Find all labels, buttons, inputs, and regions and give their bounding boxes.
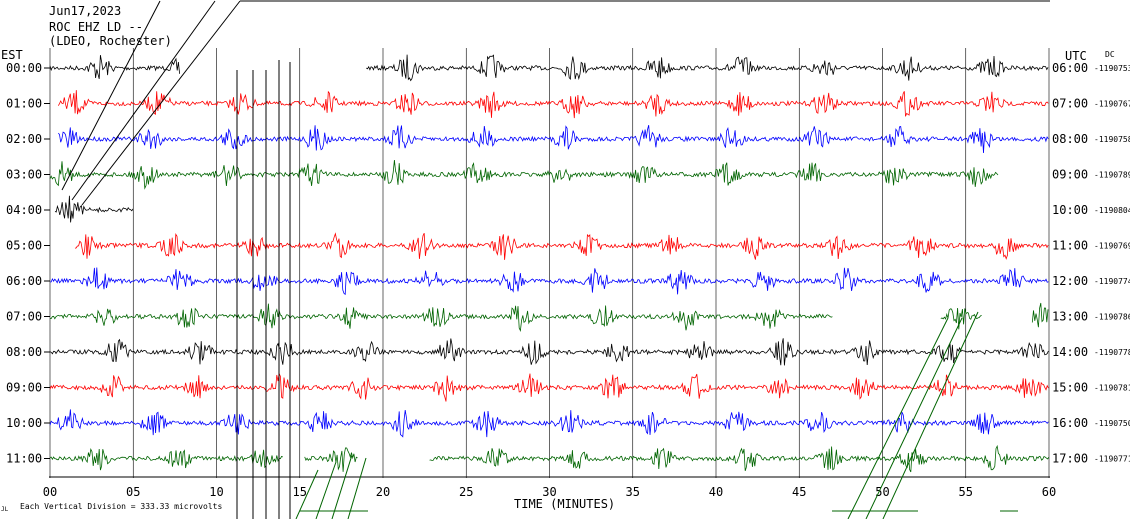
trace-0100 (57, 90, 1049, 119)
overshoot-stroke (347, 457, 367, 519)
trace-0000 (366, 54, 1049, 82)
overshoot-stroke (865, 317, 963, 519)
trace-0700 (49, 303, 833, 333)
header-date: Jun17,2023 (49, 4, 121, 18)
dc-offset: -1190804 (1094, 206, 1130, 215)
est-label: 07:00 (6, 310, 42, 324)
est-label: 08:00 (6, 345, 42, 359)
trace-0800 (49, 338, 1049, 366)
dc-offset: -1190753 (1094, 64, 1130, 73)
x-tick-label: 10 (209, 485, 223, 499)
x-tick-label: 40 (709, 485, 723, 499)
x-tick-label: 55 (959, 485, 973, 499)
x-tick-label: 60 (1042, 485, 1056, 499)
header-station: ROC EHZ LD -- (49, 20, 143, 34)
overshoot-stroke (847, 317, 949, 519)
seismic-traces (49, 54, 1050, 473)
utc-label: 11:00 (1052, 239, 1088, 253)
utc-label: 15:00 (1052, 381, 1088, 395)
trace-0400 (54, 195, 134, 223)
scale-note: Each Vertical Division = 333.33 microvol… (20, 502, 222, 511)
left-axis-title: EST (1, 48, 23, 62)
overshoot-stroke (882, 311, 979, 519)
est-label: 03:00 (6, 168, 42, 182)
dc-offset: -1190750 (1094, 419, 1130, 428)
dc-offset: -1190758 (1094, 135, 1130, 144)
utc-label: 07:00 (1052, 97, 1088, 111)
utc-label: 10:00 (1052, 203, 1088, 217)
x-axis-label: TIME (MINUTES) (514, 497, 615, 511)
utc-label: 06:00 (1052, 61, 1088, 75)
x-tick-label: 15 (293, 485, 307, 499)
x-tick-label: 20 (376, 485, 390, 499)
dc-offset: -1190789 (1094, 171, 1130, 180)
overshoot-stroke (331, 454, 353, 519)
trace-0000 (49, 55, 180, 79)
est-label: 09:00 (6, 381, 42, 395)
est-label: 11:00 (6, 452, 42, 466)
trace-1100 (429, 444, 1050, 473)
x-tick-label: 50 (875, 485, 889, 499)
est-label: 05:00 (6, 239, 42, 253)
minute-grid (49, 48, 1050, 478)
trace-0500 (74, 232, 1049, 260)
trace-0200 (57, 124, 1049, 154)
est-label: 10:00 (6, 416, 42, 430)
est-label: 00:00 (6, 61, 42, 75)
trace-1100 (49, 448, 283, 471)
trace-1100 (304, 447, 358, 472)
header-location: (LDEO, Rochester) (49, 34, 172, 48)
overshoot-stroke (315, 461, 337, 519)
x-tick-labels: 00 05 10 15 20 25 30 35 40 45 50 55 60 (43, 485, 1056, 499)
x-tick-label: 45 (792, 485, 806, 499)
utc-label: 16:00 (1052, 416, 1088, 430)
dc-label: DC (1105, 50, 1115, 59)
est-label: 02:00 (6, 132, 42, 146)
utc-label: 09:00 (1052, 168, 1088, 182)
overshoot-stroke (61, 0, 161, 191)
trace-0700 (940, 307, 982, 330)
utc-label: 14:00 (1052, 345, 1088, 359)
dc-offset: -1190786 (1094, 313, 1130, 322)
dc-offset: -1190774 (1094, 277, 1130, 286)
corner-mark: JL (1, 506, 9, 513)
overshoot-strokes (61, 0, 1018, 519)
est-label: 06:00 (6, 274, 42, 288)
x-tick-label: 30 (542, 485, 556, 499)
utc-label: 08:00 (1052, 132, 1088, 146)
x-tick-label: 00 (43, 485, 57, 499)
dc-offset: -1190781 (1094, 384, 1130, 393)
utc-label: 12:00 (1052, 274, 1088, 288)
x-tick-label: 35 (626, 485, 640, 499)
trace-0700 (1031, 302, 1049, 328)
dc-offset: -1190778 (1094, 348, 1130, 357)
dc-offset: -1190767 (1094, 100, 1130, 109)
overshoot-stroke (71, 0, 216, 201)
utc-label: 17:00 (1052, 452, 1088, 466)
right-axis-title: UTC (1065, 49, 1087, 63)
overshoot-stroke (81, 0, 241, 206)
trace-0900 (49, 372, 1049, 402)
utc-label: 13:00 (1052, 310, 1088, 324)
dc-offset: -1190769 (1094, 242, 1130, 251)
trace-1000 (49, 409, 1049, 438)
trace-0600 (49, 267, 1049, 296)
row-labels: 00:00 06:00 -1190753 01:00 07:00 -1190767 02:0… (6, 61, 1130, 466)
overshoot-stroke (295, 469, 319, 519)
x-tick-label: 25 (459, 485, 473, 499)
est-label: 04:00 (6, 203, 42, 217)
x-tick-label: 05 (126, 485, 140, 499)
dc-offset: -1190771 (1094, 455, 1130, 464)
est-label: 01:00 (6, 97, 42, 111)
trace-0300 (49, 160, 999, 190)
